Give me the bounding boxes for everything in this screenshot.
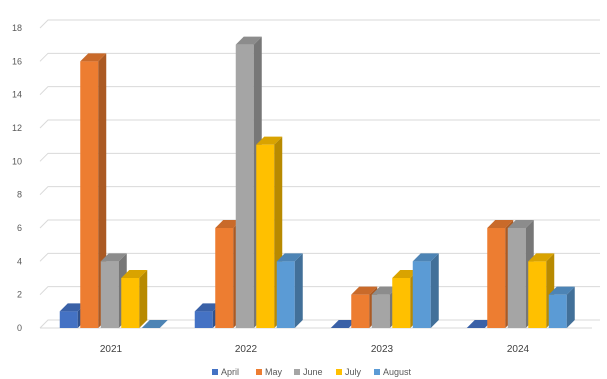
gridline bbox=[39, 86, 600, 96]
y-axis: 0 2 4 6 8 10 12 14 16 18 bbox=[12, 23, 22, 333]
legend-label: April bbox=[221, 367, 239, 377]
legend-label: July bbox=[345, 367, 362, 377]
bar-august-2024 bbox=[548, 286, 575, 328]
x-axis: 2021 2022 2023 2024 bbox=[100, 344, 530, 355]
gridline bbox=[39, 52, 600, 62]
legend-swatch bbox=[374, 369, 380, 375]
legend-item-august: August bbox=[374, 367, 412, 377]
legend-swatch bbox=[212, 369, 218, 375]
gridline bbox=[39, 152, 600, 162]
gridline bbox=[39, 186, 600, 196]
y-tick-label: 4 bbox=[17, 256, 22, 266]
legend-swatch bbox=[256, 369, 262, 375]
bar-july-2021 bbox=[121, 270, 148, 328]
y-tick-label: 14 bbox=[12, 90, 22, 100]
gridline bbox=[39, 252, 600, 262]
legend-label: May bbox=[265, 367, 283, 377]
gridline bbox=[39, 219, 600, 229]
x-category-label: 2022 bbox=[235, 344, 258, 355]
legend-item-july: July bbox=[336, 367, 362, 377]
y-tick-label: 12 bbox=[12, 123, 22, 133]
legend-swatch bbox=[336, 369, 342, 375]
x-category-label: 2023 bbox=[371, 344, 394, 355]
legend-swatch bbox=[294, 369, 300, 375]
gridline bbox=[39, 19, 600, 29]
bars bbox=[59, 36, 575, 329]
x-category-label: 2021 bbox=[100, 344, 123, 355]
legend-item-april: April bbox=[212, 367, 239, 377]
bar-august-2021 bbox=[141, 320, 168, 328]
y-tick-label: 0 bbox=[17, 323, 22, 333]
x-category-label: 2024 bbox=[507, 344, 530, 355]
legend: April May June July August bbox=[212, 367, 412, 377]
y-tick-label: 6 bbox=[17, 223, 22, 233]
legend-item-may: May bbox=[256, 367, 283, 377]
bar-may-2021 bbox=[80, 53, 107, 328]
bar-april-2024 bbox=[466, 320, 493, 328]
y-tick-label: 16 bbox=[12, 56, 22, 66]
bar-august-2023 bbox=[412, 253, 439, 328]
y-tick-label: 18 bbox=[12, 23, 22, 33]
legend-item-june: June bbox=[294, 367, 323, 377]
bar-april-2023 bbox=[330, 320, 357, 328]
y-tick-label: 10 bbox=[12, 156, 22, 166]
y-tick-label: 8 bbox=[17, 190, 22, 200]
legend-label: June bbox=[303, 367, 323, 377]
legend-label: August bbox=[383, 367, 412, 377]
bar-august-2022 bbox=[276, 253, 303, 328]
y-tick-label: 2 bbox=[17, 290, 22, 300]
gridline bbox=[39, 119, 600, 129]
